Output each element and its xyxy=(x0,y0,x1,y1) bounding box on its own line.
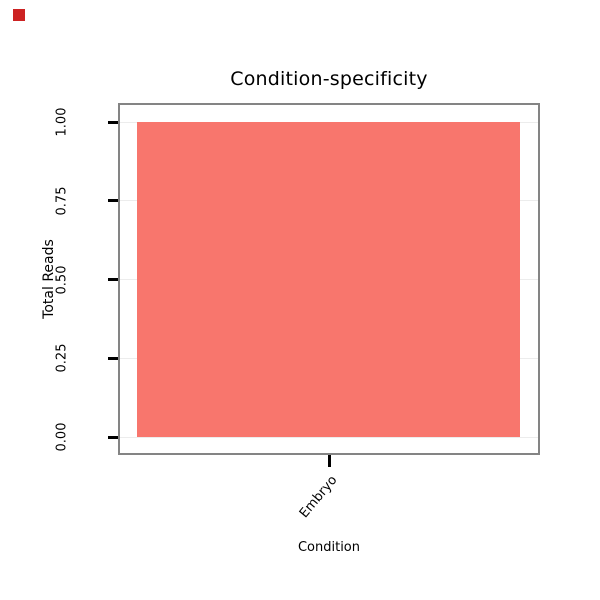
y-tick-mark xyxy=(108,120,118,124)
bar-embryo xyxy=(137,122,520,437)
y-tick-mark xyxy=(108,435,118,439)
y-tick-label: 0.75 xyxy=(54,186,70,216)
y-tick-mark xyxy=(108,278,118,281)
red-corner-marker xyxy=(13,9,25,21)
gridline xyxy=(120,436,538,438)
x-tick-mark xyxy=(327,455,331,467)
y-tick-label: 0.00 xyxy=(54,422,70,452)
plot-panel xyxy=(118,103,540,455)
y-tick-mark xyxy=(108,356,118,360)
y-tick-label: 0.25 xyxy=(54,343,70,373)
x-tick-label: Embryo xyxy=(296,473,341,522)
chart-title: Condition-specificity xyxy=(230,68,428,90)
y-tick-mark xyxy=(108,199,118,203)
x-axis-title: Condition xyxy=(297,540,361,555)
y-tick-label: 1.00 xyxy=(54,107,70,137)
y-tick-label: 0.50 xyxy=(54,265,70,294)
